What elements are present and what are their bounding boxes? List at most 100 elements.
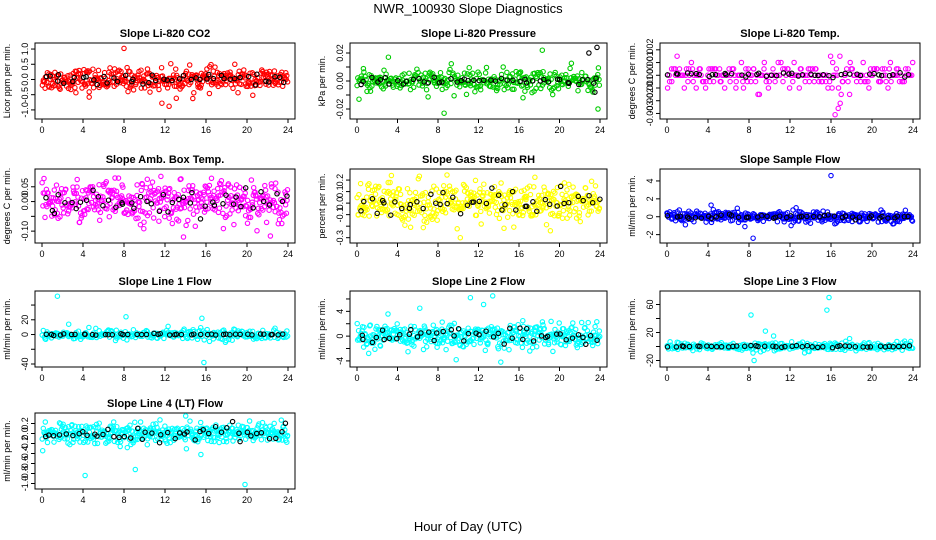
plot-frame [659,168,921,244]
data-point [77,71,84,77]
data-point [62,425,69,431]
data-point [284,72,290,79]
data-point [205,437,211,444]
data-point [149,430,155,436]
data-point [181,187,187,193]
data-point [847,71,853,77]
data-point [824,72,830,79]
data-point [91,77,97,83]
data-point [502,202,508,208]
data-point [504,214,511,220]
data-point [517,333,523,340]
data-point [137,419,144,425]
data-point [423,86,430,93]
data-point [161,335,167,342]
data-point [180,194,187,201]
data-point [42,433,49,440]
data-point [541,184,547,190]
data-point [733,85,739,91]
data-point [499,207,505,213]
data-point [406,70,412,77]
data-point [112,175,118,181]
data-point [171,83,178,89]
data-point [807,220,814,226]
data-point [197,76,203,83]
data-point [517,78,523,85]
data-point [825,212,831,218]
data-point [57,86,63,92]
data-point [780,78,786,85]
data-point [204,76,210,82]
data-point [740,78,746,85]
data-point [852,343,859,350]
data-point [835,105,841,112]
data-point [263,78,269,85]
data-point [596,205,603,211]
data-point [256,211,262,218]
data-point [269,331,275,338]
data-point [260,198,267,205]
data-point [385,179,391,186]
data-point [404,185,411,192]
data-point [668,66,675,72]
data-point [589,200,596,206]
data-point [437,79,443,85]
data-point [166,215,172,221]
data-point [813,66,819,72]
series-black [358,183,603,218]
y-tick-label: -0.4 [20,446,30,462]
data-point [257,78,264,85]
data-point [887,59,894,66]
data-point [367,322,374,328]
y-tick-label: 0.0 [20,73,30,86]
data-point [596,333,603,340]
data-point [75,424,82,430]
data-point [548,76,554,83]
data-point [577,335,583,341]
data-point [498,75,505,82]
data-point [279,331,286,337]
data-point [259,419,266,426]
data-point [908,72,915,79]
data-point [279,213,286,219]
data-point [164,197,170,203]
data-point [197,331,204,338]
data-point [408,326,414,333]
data-point [585,76,591,83]
data-point [130,87,137,93]
data-point [272,185,278,192]
data-point [410,84,417,91]
x-tick-label: 20 [867,249,877,259]
data-point [743,66,749,72]
data-point [557,183,564,190]
y-tick-label: -0.10 [20,221,30,242]
data-point [766,78,773,85]
data-point [183,222,189,229]
data-point [585,319,591,326]
y-tick-label: -0.3 [335,230,345,246]
data-point [197,419,204,426]
data-point [158,173,164,180]
data-point [368,340,375,346]
data-point [756,91,763,98]
data-point [157,330,163,337]
data-point [838,91,844,98]
data-point [160,191,167,198]
data-point [423,328,429,334]
x-tick-label: 16 [201,249,211,259]
data-point [93,332,99,338]
data-point [236,436,242,442]
y-tick-label: -4 [335,357,345,365]
data-point [664,85,671,91]
data-point [114,78,121,85]
x-tick-label: 16 [514,125,524,135]
data-point [404,201,410,207]
data-point [229,200,236,206]
data-point [482,70,489,76]
data-point [244,197,251,204]
data-point [408,323,414,329]
data-point [57,332,64,338]
data-point [175,218,182,224]
data-point [798,213,805,220]
y-tick-label: 4 [335,309,345,314]
